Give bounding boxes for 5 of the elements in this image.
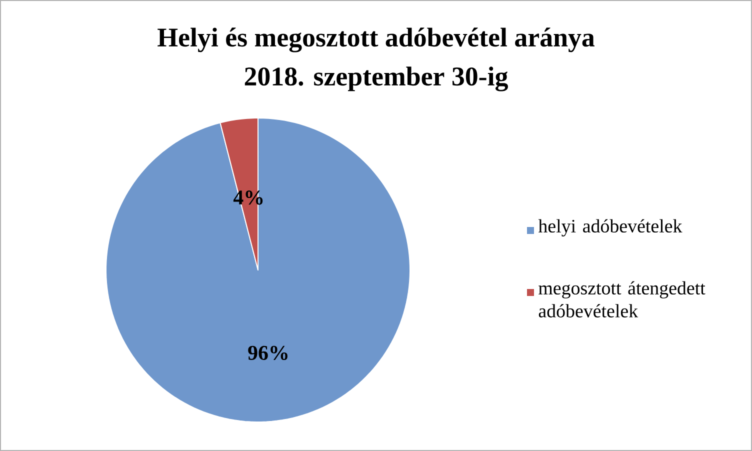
data-label: 96%: [248, 346, 288, 360]
legend-label: helyi adóbevételek: [538, 219, 682, 236]
legend-label: megosztott átengedett adóbevételek: [538, 281, 706, 318]
chart-title: Helyi és megosztott adóbevétel aránya: [158, 28, 594, 52]
chart-subtitle: 2018. szeptember 30-ig: [244, 66, 508, 92]
